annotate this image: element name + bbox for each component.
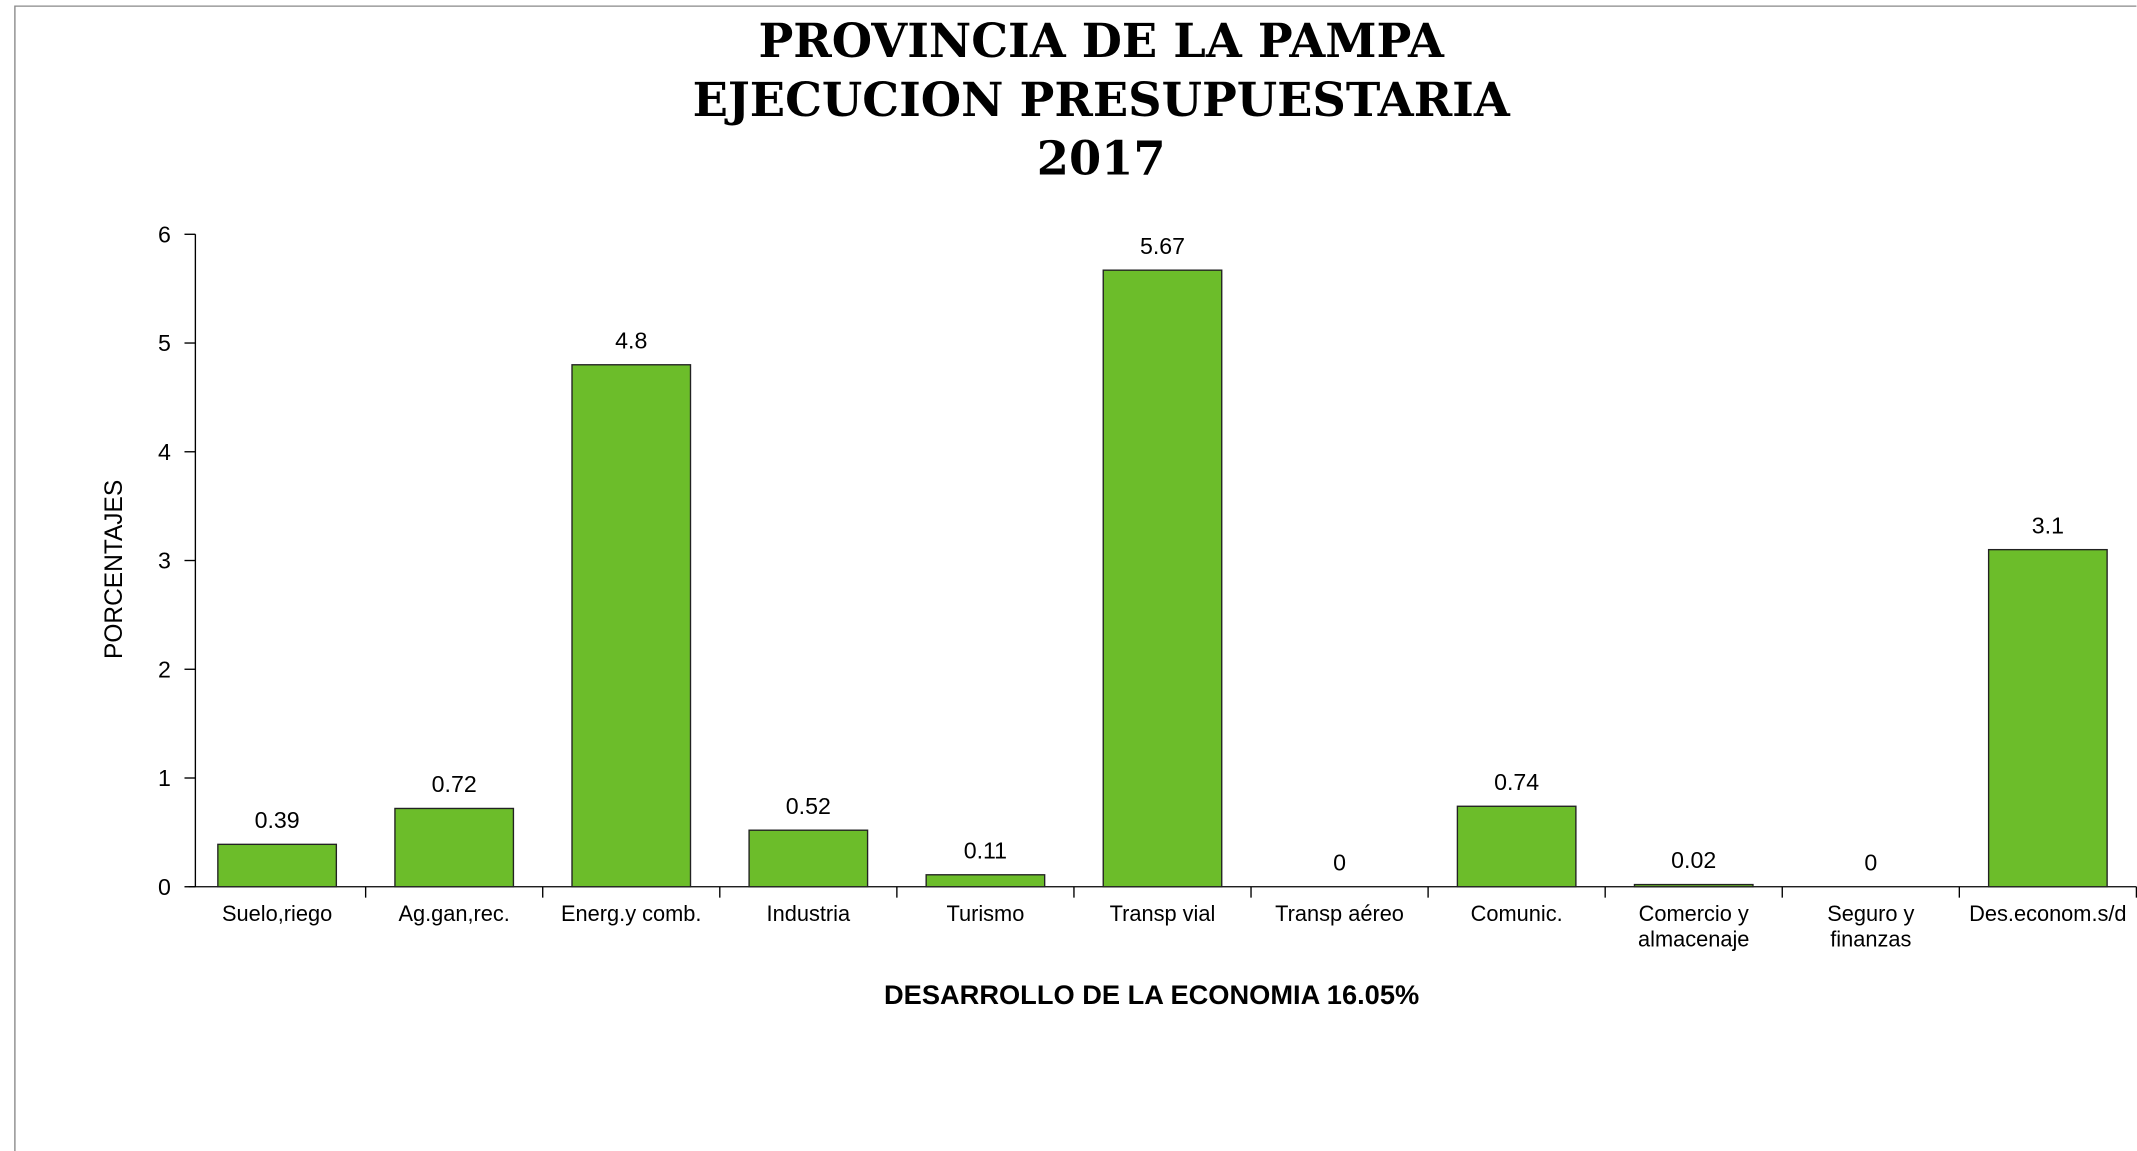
x-tick-label: Energ.y comb. — [561, 901, 701, 926]
y-tick-label: 4 — [158, 439, 171, 465]
bar — [1102, 269, 1223, 888]
bar — [217, 843, 338, 888]
chart-border — [14, 5, 2137, 1151]
value-label: 0.52 — [786, 793, 831, 819]
x-tick-label: Transp vial — [1110, 901, 1216, 926]
x-tick-label: Industria — [767, 901, 851, 926]
bar — [1987, 548, 2108, 888]
value-label: 5.67 — [1140, 233, 1185, 259]
value-label: 0.11 — [964, 837, 1007, 863]
x-axis-title: DESARROLLO DE LA ECONOMIA 16.05% — [884, 979, 1419, 1010]
value-label: 0 — [1333, 849, 1346, 875]
x-tick-label: Des.econom.s/d — [1969, 901, 2126, 926]
bar — [1456, 805, 1577, 888]
y-tick-label: 0 — [158, 874, 171, 900]
value-label: 0.74 — [1494, 769, 1539, 795]
bar — [748, 829, 869, 888]
bar — [394, 807, 515, 888]
y-tick-label: 5 — [158, 330, 171, 356]
x-tick-label: Comercio y almacenaje — [1638, 901, 1749, 952]
y-tick-label: 1 — [158, 765, 171, 791]
x-tick-label: Seguro y finanzas — [1827, 901, 1914, 952]
value-label: 0.72 — [432, 771, 477, 797]
x-tick-label: Transp aéreo — [1275, 901, 1404, 926]
value-label: 3.1 — [2032, 512, 2064, 538]
bar — [925, 874, 1046, 888]
value-label: 0.39 — [255, 807, 300, 833]
bar — [571, 364, 692, 888]
value-label: 0.02 — [1671, 847, 1716, 873]
x-tick-label: Turismo — [946, 901, 1024, 926]
y-tick-label: 6 — [158, 221, 171, 247]
chart-title: PROVINCIA DE LA PAMPA EJECUCION PRESUPUES… — [693, 14, 1511, 185]
y-tick-label: 3 — [158, 548, 171, 574]
x-tick-label: Suelo,riego — [222, 901, 332, 926]
y-axis-title: PORCENTAJES — [101, 480, 128, 659]
y-tick-label: 2 — [158, 656, 171, 682]
x-tick-label: Comunic. — [1471, 901, 1563, 926]
bar — [1633, 883, 1754, 888]
x-tick-label: Ag.gan,rec. — [398, 901, 509, 926]
value-label: 4.8 — [615, 327, 647, 353]
value-label: 0 — [1864, 849, 1877, 875]
